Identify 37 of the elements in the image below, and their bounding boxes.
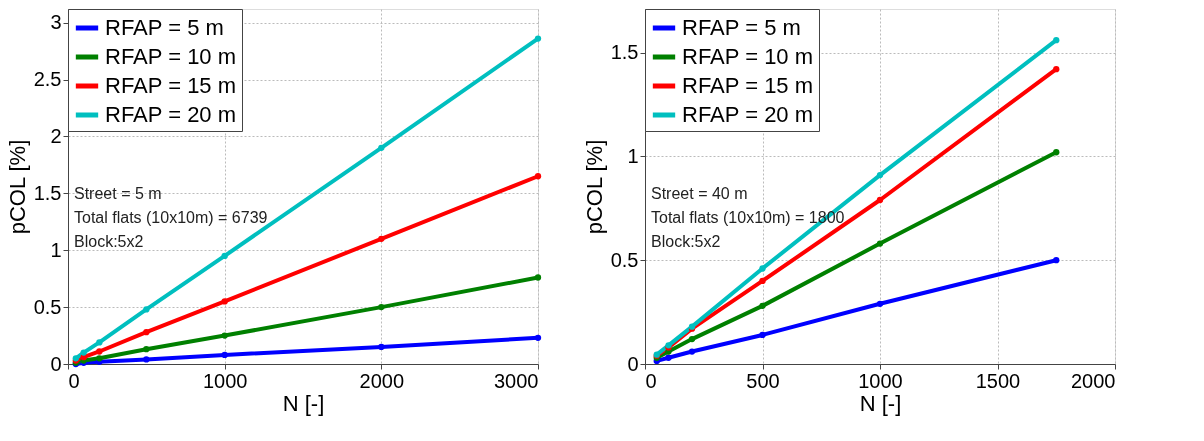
- x-axis-title: N [-]: [859, 390, 902, 416]
- y-tick-label: 2.5: [33, 68, 62, 91]
- y-tick-label: 0.5: [33, 295, 62, 318]
- legend-label: RFAP = 20 m: [682, 102, 814, 127]
- annotation: Street = 5 m: [74, 184, 162, 202]
- x-tick-label: 1000: [202, 369, 248, 392]
- x-tick-label: 2000: [359, 369, 405, 392]
- legend-label: RFAP = 15 m: [682, 73, 814, 98]
- y-tick-label: 0: [627, 352, 639, 375]
- legend-label: RFAP = 5 m: [682, 15, 801, 40]
- legend-label: RFAP = 20 m: [105, 102, 237, 127]
- legend-label: RFAP = 15 m: [105, 73, 237, 98]
- y-tick-label: 0.5: [610, 248, 639, 271]
- x-tick-label: 3000: [494, 369, 539, 392]
- x-tick-label: 0: [68, 369, 80, 392]
- x-axis-title: N [-]: [282, 390, 325, 416]
- y-tick-label: 1: [50, 238, 62, 261]
- annotation: Block:5x2: [651, 232, 721, 250]
- x-tick-label: 1500: [975, 369, 1021, 392]
- y-tick-label: 3: [50, 11, 62, 34]
- x-tick-label: 500: [746, 369, 780, 392]
- legend-label: RFAP = 10 m: [105, 44, 237, 69]
- y-tick-label: 0: [50, 352, 62, 375]
- y-tick-label: 1.5: [610, 41, 639, 64]
- x-tick-label: 2000: [1071, 369, 1116, 392]
- y-axis-title: pCOL [%]: [4, 139, 30, 235]
- y-tick-label: 1.5: [33, 181, 62, 204]
- y-tick-label: 2: [50, 124, 62, 147]
- legend-label: RFAP = 5 m: [105, 15, 224, 40]
- annotation: Total flats (10x10m) = 6739: [74, 208, 268, 226]
- x-tick-label: 1000: [858, 369, 903, 392]
- x-tick-label: 0: [645, 369, 657, 392]
- y-tick-label: 1: [627, 144, 639, 167]
- y-axis-title: pCOL [%]: [581, 139, 607, 235]
- annotation: Block:5x2: [74, 232, 144, 250]
- annotation: Street = 40 m: [651, 184, 748, 202]
- legend-label: RFAP = 10 m: [682, 44, 814, 69]
